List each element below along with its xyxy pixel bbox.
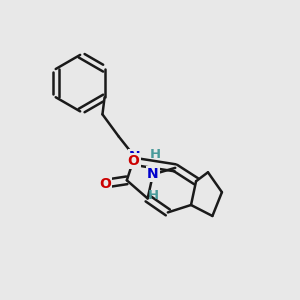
Text: N: N — [129, 149, 140, 164]
Text: N: N — [147, 167, 159, 182]
Text: H: H — [150, 148, 161, 161]
Text: H: H — [148, 189, 159, 202]
Text: O: O — [128, 154, 140, 168]
Text: O: O — [100, 177, 111, 190]
